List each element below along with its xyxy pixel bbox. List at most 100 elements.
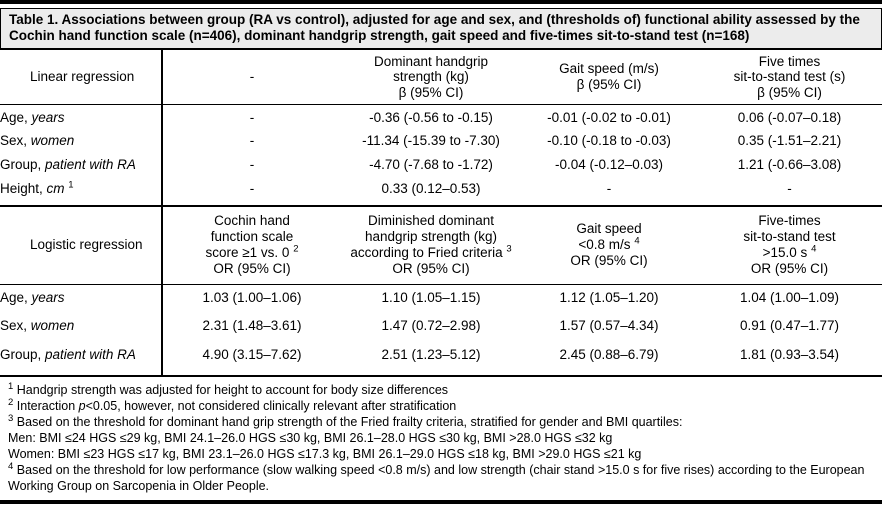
- superscript-marker: 1: [68, 179, 74, 191]
- column-header-line: Gait speed: [576, 221, 642, 237]
- column-header-line: <0.8 m/s 4: [578, 235, 640, 253]
- row-label: Group, patient with RA: [0, 152, 163, 176]
- column-header: Cochin hand function scale score ≥1 vs. 0 …: [162, 206, 341, 285]
- value-cell: -: [249, 109, 255, 125]
- row-label-italic: cm: [46, 181, 65, 196]
- value-cell: -0.36 (-0.56 to -0.15): [369, 109, 493, 125]
- column-header-line: β (95% CI): [398, 84, 464, 100]
- value-cell: -: [249, 157, 255, 172]
- column-header-line: strength (kg): [393, 69, 469, 84]
- column-header: Five times sit-to-stand test (s) β (95% CI…: [697, 50, 882, 105]
- value-cell: -: [521, 176, 697, 207]
- value-cell: -0.10 (-0.18 to -0.03): [547, 133, 671, 148]
- row-label-italic: years: [31, 109, 65, 125]
- column-header-line: >15.0 s 4: [762, 243, 817, 261]
- footnote-italic: p: [78, 399, 86, 413]
- value-cell: 1.03 (1.00–1.06): [202, 289, 302, 305]
- row-label: Group, patient with RA: [0, 342, 163, 377]
- row-label-italic: patient with RA: [45, 157, 136, 172]
- superscript-marker: 2: [293, 243, 299, 255]
- table-row: Age, years - -0.36 (-0.56 to -0.15) -0.01 (…: [0, 104, 882, 128]
- value-cell: -: [697, 176, 882, 207]
- value-cell: -4.70 (-7.68 to -1.72): [369, 157, 493, 172]
- row-label: Sex, women: [0, 128, 163, 152]
- bottom-rule: [0, 500, 882, 504]
- superscript-marker: 4: [811, 243, 817, 255]
- top-rule: [0, 0, 882, 4]
- column-header-line: Five times: [758, 53, 821, 69]
- value-cell: -: [249, 133, 255, 148]
- table-row: Height, cm 1-0.33 (0.12–0.53) - -: [0, 176, 882, 207]
- value-cell: 4.90 (3.15–7.62): [162, 342, 341, 377]
- header-row-linear: Linear regression - Dominant handgrip stren…: [0, 50, 882, 105]
- column-header-line: Diminished dominant: [367, 213, 495, 229]
- column-header-line: score ≥1 vs. 0 2: [205, 243, 299, 261]
- value-cell: -: [162, 176, 341, 207]
- column-header: Diminished dominant handgrip strength (kg…: [341, 206, 521, 285]
- column-header-line: β (95% CI): [576, 76, 642, 92]
- column-header: Gait speed <0.8 m/s 4 OR (95% CI): [521, 206, 697, 285]
- value-cell: -11.34 (-15.39 to -7.30): [362, 133, 500, 148]
- table-caption: Table 1. Associations between group (RA …: [0, 8, 882, 50]
- footnotes: 1 Handgrip strength was adjusted for hei…: [0, 377, 882, 494]
- footnote-line: 3 Based on the threshold for dominant ha…: [8, 412, 683, 429]
- footnote-superscript: 3: [8, 412, 14, 424]
- footnote-line: 2 Interaction p<0.05, however, not consi…: [8, 396, 457, 413]
- value-cell: -0.01 (-0.02 to -0.01): [547, 109, 671, 125]
- table-row: Sex, women 2.31 (1.48–3.61) 1.47 (0.72–2.9…: [0, 313, 882, 342]
- column-header-line: sit-to-stand test (s): [733, 69, 846, 84]
- row-label-italic: women: [30, 133, 75, 148]
- column-header-line: -: [249, 69, 255, 84]
- column-header-line: Gait speed (m/s): [559, 61, 659, 77]
- section-label-linear: Linear regression: [0, 50, 163, 105]
- value-cell: 2.45 (0.88–6.79): [521, 342, 697, 377]
- footnote-line: Women: BMI ≤23 HGS ≤17 kg, BMI 23.1–26.0…: [8, 447, 642, 461]
- column-header-line: OR (95% CI): [392, 261, 470, 277]
- value-cell: 0.06 (-0.07–0.18): [737, 109, 842, 125]
- column-header: Five-times sit-to-stand test >15.0 s 4 OR (…: [697, 206, 882, 285]
- value-cell: 1.21 (-0.66–3.08): [737, 157, 842, 172]
- section-label-logistic: Logistic regression: [0, 206, 163, 285]
- value-cell: 0.91 (0.47–1.77): [739, 318, 840, 333]
- value-cell: 2.31 (1.48–3.61): [202, 318, 302, 333]
- row-label: Sex, women: [0, 313, 163, 342]
- header-row-logistic: Logistic regression Cochin hand function s…: [0, 206, 882, 285]
- column-header-line: handgrip strength (kg): [364, 229, 498, 245]
- column-header-line: Five-times: [758, 213, 821, 229]
- column-header: Dominant handgrip strength (kg) β (95% CI): [341, 50, 521, 105]
- column-header-line: OR (95% CI): [750, 261, 829, 277]
- column-header: Gait speed (m/s) β (95% CI): [521, 50, 697, 105]
- column-header-line: function scale: [210, 229, 294, 245]
- footnote-line: Men: BMI ≤24 HGS ≤29 kg, BMI 24.1–26.0 H…: [8, 431, 613, 445]
- table-row: Age, years 1.03 (1.00–1.06) 1.10 (1.05–1.1…: [0, 284, 882, 313]
- row-label-italic: years: [31, 289, 65, 305]
- table-row: Group, patient with RA 4.90 (3.15–7.62) 2.…: [0, 342, 882, 377]
- superscript-marker: 4: [634, 235, 640, 247]
- value-cell: 1.04 (1.00–1.09): [739, 289, 840, 305]
- footnote-superscript: 4: [8, 460, 14, 472]
- table-row: Sex, women - -11.34 (-15.39 to -7.30) -0.10…: [0, 128, 882, 152]
- superscript-marker: 3: [506, 243, 512, 255]
- footnote-superscript: 1: [8, 380, 14, 392]
- table-caption-text: Table 1. Associations between group (RA …: [9, 12, 860, 43]
- value-cell: 1.47 (0.72–2.98): [381, 318, 481, 333]
- results-table: Linear regression - Dominant handgrip stren…: [0, 50, 882, 377]
- footnote-line: 1 Handgrip strength was adjusted for hei…: [8, 380, 449, 397]
- footnote-superscript: 2: [8, 396, 14, 408]
- value-cell: 2.51 (1.23–5.12): [341, 342, 521, 377]
- column-header-line: OR (95% CI): [570, 253, 648, 269]
- value-cell: 1.10 (1.05–1.15): [381, 289, 481, 305]
- row-label: Height, cm 1: [0, 176, 163, 207]
- value-cell: 0.35 (-1.51–2.21): [737, 133, 842, 148]
- column-header-line: Cochin hand: [214, 213, 290, 229]
- column-header-line: OR (95% CI): [213, 261, 291, 277]
- value-cell: 1.81 (0.93–3.54): [697, 342, 882, 377]
- column-header-line: Dominant handgrip: [373, 53, 489, 69]
- column-header-line: sit-to-stand test: [743, 229, 836, 245]
- column-header: -: [162, 50, 341, 105]
- row-label-italic: patient with RA: [45, 347, 136, 362]
- footnote-line: 4 Based on the threshold for low perform…: [8, 460, 865, 493]
- row-label: Age, years: [0, 284, 163, 313]
- value-cell: 0.33 (0.12–0.53): [341, 176, 521, 207]
